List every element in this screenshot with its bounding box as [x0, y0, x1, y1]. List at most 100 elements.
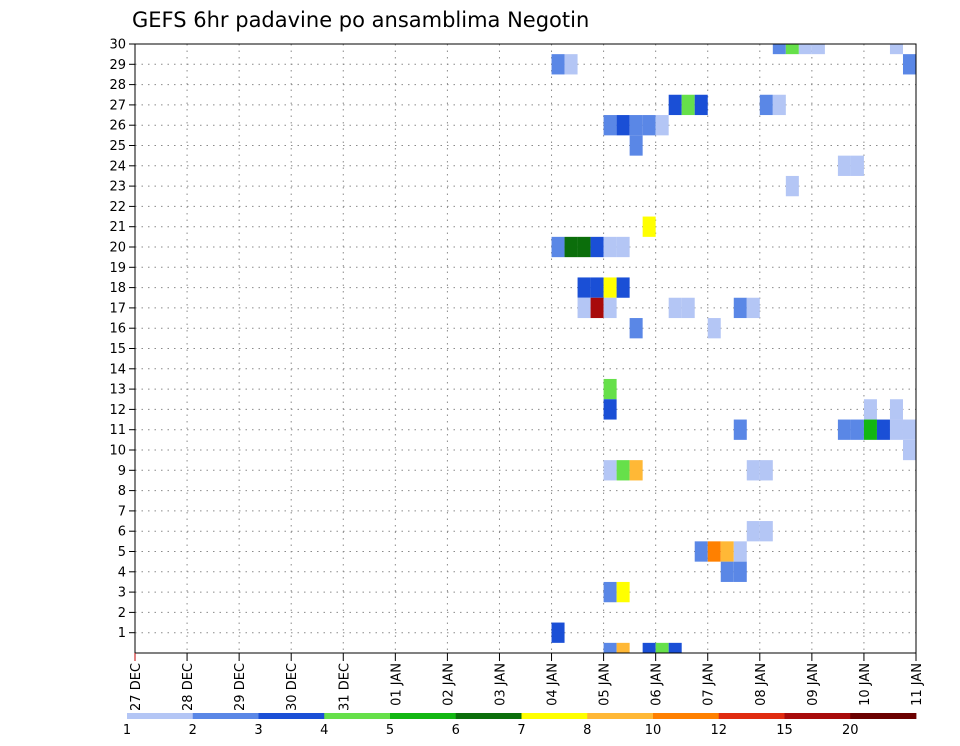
- heatmap-cell: [603, 297, 617, 319]
- heatmap-cell: [707, 318, 721, 339]
- colorbar-segment: [258, 713, 325, 719]
- x-tick-label: 08 JAN: [754, 663, 769, 706]
- y-tick-label: 13: [109, 383, 126, 398]
- heatmap-cell: [603, 236, 617, 258]
- heatmap-cell: [720, 561, 734, 582]
- heatmap-cell: [759, 94, 773, 116]
- colorbar-segment: [192, 713, 259, 719]
- heatmap-cell: [785, 44, 799, 55]
- heatmap-cell: [616, 460, 630, 481]
- heatmap-cell: [551, 54, 565, 75]
- colorbar-label: 7: [517, 723, 525, 738]
- heatmap-cell: [603, 115, 617, 136]
- heatmap-cell: [629, 135, 643, 156]
- colorbar-label: 6: [452, 723, 460, 738]
- y-tick-label: 6: [118, 525, 126, 540]
- heatmap-cell: [863, 399, 877, 420]
- gridlines: [134, 43, 917, 653]
- y-tick-label: 30: [109, 38, 126, 53]
- heatmap-cell: [681, 94, 695, 116]
- heatmap-cell: [759, 460, 773, 481]
- heatmap-cell: [551, 622, 565, 643]
- heatmap-cell: [655, 115, 669, 136]
- chart-title: GEFS 6hr padavine po ansamblima Negotin: [132, 8, 589, 32]
- colorbar-label: 12: [710, 723, 727, 738]
- heatmap-cell: [655, 642, 669, 653]
- heatmap-cell: [564, 54, 578, 75]
- y-tick-label: 24: [109, 159, 126, 174]
- heatmap-cell: [759, 521, 773, 542]
- heatmap-cell: [772, 44, 786, 55]
- x-tick-label: 07 JAN: [702, 663, 717, 706]
- heatmap-cell: [590, 277, 604, 298]
- heatmap-cell: [642, 115, 656, 136]
- heatmap-cell: [850, 155, 864, 176]
- heatmap-cell: [889, 399, 903, 420]
- heatmap-cell: [590, 297, 604, 319]
- heatmap-cell: [733, 297, 747, 319]
- x-tick-label: 01 JAN: [389, 663, 404, 706]
- y-tick-label: 3: [118, 586, 126, 601]
- heatmap-cell: [694, 94, 708, 116]
- heatmap-cell: [889, 44, 903, 55]
- y-axis: 1234567891011121314151617181920212223242…: [109, 38, 135, 641]
- y-tick-label: 9: [118, 464, 126, 479]
- heatmap-cell: [564, 236, 578, 258]
- heatmap-cell: [733, 419, 747, 440]
- heatmap-cell: [577, 297, 591, 319]
- x-tick-label: 11 JAN: [910, 663, 925, 706]
- x-tick-label: 30 DEC: [285, 663, 300, 711]
- y-tick-label: 12: [109, 403, 126, 418]
- heatmap-cell: [668, 642, 682, 653]
- x-tick-label: 29 DEC: [233, 663, 248, 711]
- heatmap-cell: [889, 419, 903, 440]
- x-tick-label: 05 JAN: [598, 663, 613, 706]
- heatmap-cell: [629, 318, 643, 339]
- colorbar-segment: [850, 713, 917, 719]
- y-tick-label: 16: [109, 322, 126, 337]
- y-tick-label: 1: [118, 626, 126, 641]
- x-tick-label: 04 JAN: [546, 663, 561, 706]
- heatmap-cell: [902, 419, 916, 440]
- y-tick-label: 8: [118, 484, 126, 499]
- y-tick-label: 14: [109, 362, 126, 377]
- heatmap-cell: [785, 175, 799, 197]
- y-tick-label: 17: [109, 301, 126, 316]
- y-tick-label: 23: [109, 180, 126, 195]
- heatmap-cell: [902, 54, 916, 75]
- y-tick-label: 15: [109, 342, 126, 357]
- x-tick-label: 10 JAN: [858, 663, 873, 706]
- heatmap-cell: [603, 581, 617, 603]
- y-tick-label: 5: [118, 545, 126, 560]
- colorbar-segment: [521, 713, 588, 719]
- heatmap-cell: [616, 581, 630, 603]
- x-tick-label: 27 DEC: [129, 663, 144, 711]
- heatmap-cell: [746, 521, 760, 542]
- heatmap-cell: [616, 236, 630, 258]
- heatmap-cell: [733, 541, 747, 562]
- heatmap-cell: [720, 541, 734, 562]
- y-tick-label: 11: [109, 423, 126, 438]
- colorbar-segment: [324, 713, 391, 719]
- heatmap-cell: [616, 277, 630, 298]
- heatmap-cell: [837, 419, 851, 440]
- heatmap-cell: [798, 44, 812, 55]
- colorbar-label: 5: [386, 723, 394, 738]
- heatmap-cell: [616, 115, 630, 136]
- y-tick-label: 29: [109, 58, 126, 73]
- heatmap-cell: [733, 561, 747, 582]
- y-tick-label: 20: [109, 241, 126, 256]
- y-tick-label: 4: [118, 565, 126, 580]
- y-tick-label: 10: [109, 444, 126, 459]
- heatmap-cell: [681, 297, 695, 319]
- x-tick-label: 02 JAN: [441, 663, 456, 706]
- colorbar-label: 10: [645, 723, 662, 738]
- heatmap-cell: [603, 277, 617, 298]
- heatmap-cell: [902, 439, 916, 461]
- colorbar: 1 2 3 4 5 6 7 8 10 12 15 20: [123, 713, 917, 738]
- heatmap-cell: [694, 541, 708, 562]
- heatmap-cell: [629, 115, 643, 136]
- heatmap-cell: [876, 419, 890, 440]
- y-tick-label: 28: [109, 78, 126, 93]
